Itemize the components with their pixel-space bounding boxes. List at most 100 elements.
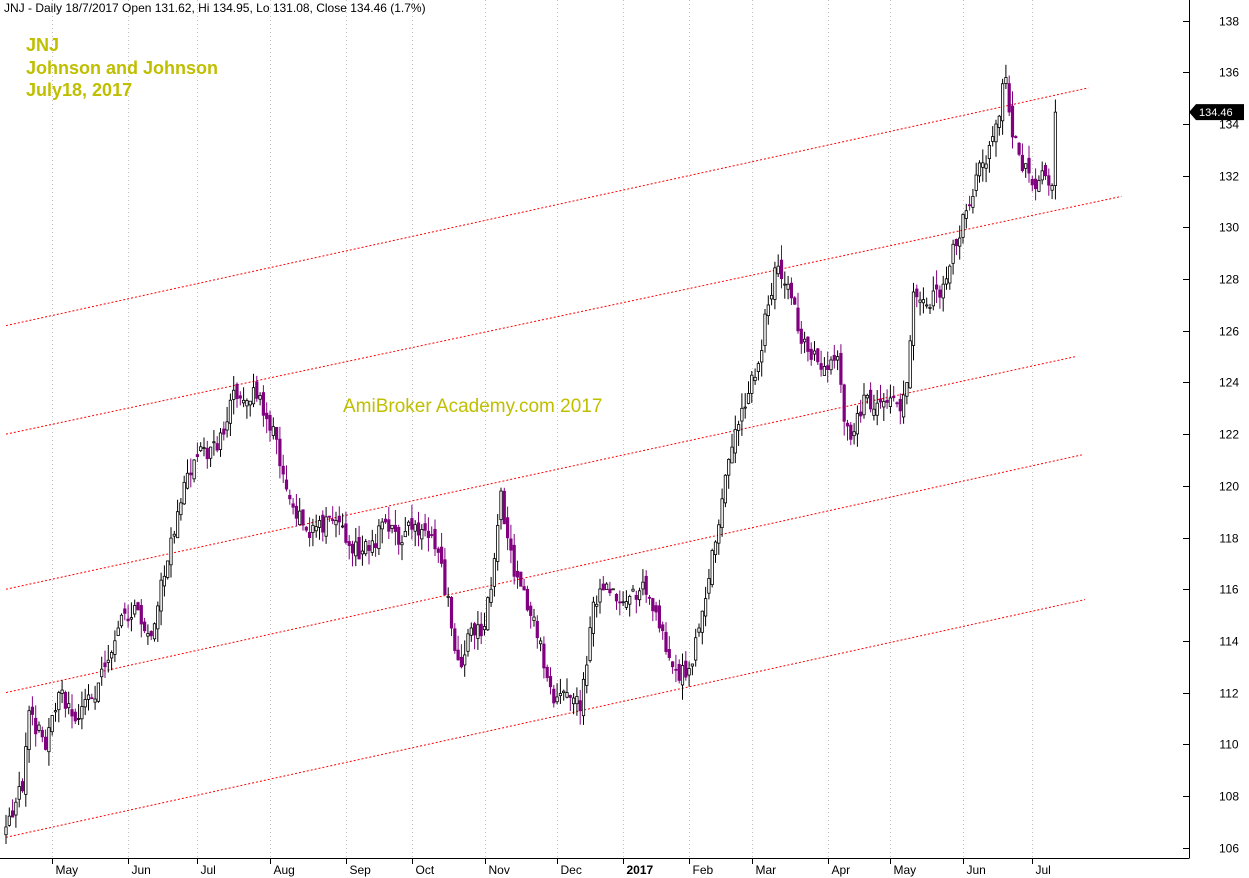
candle xyxy=(786,275,790,300)
candle xyxy=(350,540,355,567)
candle xyxy=(100,656,104,686)
candle xyxy=(727,458,731,489)
candle xyxy=(192,459,196,483)
candle xyxy=(984,155,988,183)
y-tick-label: 114 xyxy=(1219,635,1238,649)
candle-body xyxy=(162,575,166,587)
candle-body xyxy=(845,422,850,427)
candle xyxy=(103,650,107,678)
last-price-label: 134.46 xyxy=(1199,107,1233,119)
candle-body xyxy=(525,588,530,611)
candle xyxy=(463,640,467,677)
candle xyxy=(525,585,530,612)
candle xyxy=(925,297,929,309)
candle xyxy=(819,350,823,377)
candle xyxy=(169,527,173,578)
candle-body xyxy=(505,517,510,539)
candle xyxy=(816,347,820,365)
candle xyxy=(878,384,883,409)
candle xyxy=(172,530,176,544)
candle xyxy=(156,601,160,642)
candle xyxy=(185,459,190,490)
candle xyxy=(522,578,526,591)
candle-body xyxy=(433,528,437,550)
candle xyxy=(859,399,863,423)
candle xyxy=(809,342,813,366)
candle xyxy=(766,295,770,325)
candle-body xyxy=(57,692,61,711)
candle xyxy=(677,659,681,684)
candle xyxy=(222,421,226,441)
candle xyxy=(162,565,166,597)
candle-body xyxy=(321,514,325,533)
candle-body xyxy=(565,692,569,698)
candle xyxy=(948,264,952,290)
candle xyxy=(987,140,992,173)
candle-body xyxy=(225,421,229,431)
candle-body xyxy=(882,401,886,408)
candle-body xyxy=(327,515,332,518)
chart-header: JNJ - Daily 18/7/2017 Open 131.62, Hi 13… xyxy=(4,1,426,15)
candle-body xyxy=(905,382,909,397)
candle xyxy=(278,426,282,479)
candle xyxy=(588,616,592,663)
candle xyxy=(882,392,886,421)
candle xyxy=(799,321,803,354)
candle xyxy=(770,282,774,306)
candle-body xyxy=(20,781,25,792)
candle xyxy=(393,509,398,546)
candle xyxy=(700,610,704,645)
candle xyxy=(829,356,833,375)
candle-body xyxy=(291,503,295,508)
candle xyxy=(614,593,619,610)
candle-body xyxy=(1040,170,1044,181)
candle xyxy=(321,510,325,542)
candle-body xyxy=(340,525,345,528)
candle xyxy=(621,591,625,607)
candle-body xyxy=(542,643,546,669)
candle-body xyxy=(390,524,394,529)
candle-body xyxy=(189,472,193,476)
candle-body xyxy=(449,596,454,629)
candle xyxy=(585,655,589,694)
candle-body xyxy=(558,693,563,697)
candle xyxy=(63,690,67,718)
candle-body xyxy=(796,307,800,332)
x-tick-label: Jul xyxy=(201,863,216,877)
candle-body xyxy=(971,196,975,208)
candle-body xyxy=(671,661,675,668)
candle-body xyxy=(647,596,652,599)
candle xyxy=(423,513,427,537)
candle-body xyxy=(10,810,15,818)
candle-body xyxy=(294,505,299,519)
candle xyxy=(773,261,777,310)
candle-body xyxy=(605,583,609,590)
candle xyxy=(7,807,11,827)
candle xyxy=(680,653,685,700)
candle xyxy=(674,654,678,683)
candle-body xyxy=(760,350,764,363)
candle xyxy=(512,533,516,585)
candle xyxy=(740,393,744,436)
candle xyxy=(271,417,275,440)
candle-body xyxy=(1010,105,1015,138)
candle-body xyxy=(255,381,259,399)
candle xyxy=(555,683,559,705)
candle-body xyxy=(789,282,794,299)
candle-body xyxy=(651,598,655,612)
candle xyxy=(357,525,361,560)
candle xyxy=(288,489,292,505)
candle-body xyxy=(941,283,945,299)
ticker-title: JNJ xyxy=(26,35,59,55)
candle xyxy=(248,400,252,417)
candle xyxy=(869,382,873,413)
candle-body xyxy=(492,558,497,587)
candle-body xyxy=(17,786,21,800)
candle-body xyxy=(1043,165,1048,177)
candle xyxy=(667,636,671,661)
candle-body xyxy=(182,481,186,505)
candle xyxy=(166,560,170,580)
candle-body xyxy=(779,259,784,280)
